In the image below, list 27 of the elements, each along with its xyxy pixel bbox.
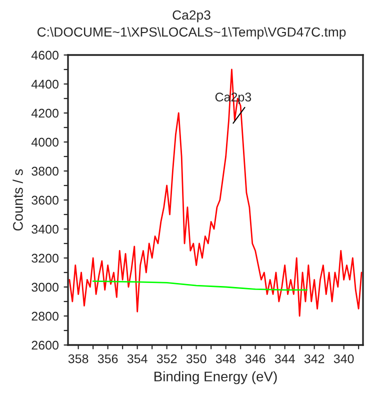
chart-title: Ca2p3 — [172, 10, 210, 22]
x-tick-label: 348 — [216, 354, 236, 364]
x-tick-label: 356 — [98, 354, 118, 364]
line-series — [68, 68, 362, 317]
y-tick-label: 4000 — [31, 138, 58, 147]
x-tick-label: 344 — [274, 354, 295, 364]
x-tick-label: 358 — [68, 354, 88, 364]
y-tick-label: 3800 — [32, 166, 58, 176]
x-axis-title: Binding Energy (eV) — [154, 371, 277, 384]
y-tick-label: 4400 — [31, 80, 58, 89]
x-tick-label: 346 — [245, 354, 266, 364]
y-tick-label: 2600 — [32, 340, 58, 350]
x-tick-label: 350 — [186, 354, 206, 364]
line-series — [92, 280, 308, 291]
x-tick-label: 342 — [304, 354, 324, 364]
chart-subtitle: C:\DOCUME~1\XPS\LOCALS~1\Temp\VGD47C.tmp — [37, 27, 346, 40]
x-tick-label: 340 — [334, 354, 354, 364]
y-tick-label: 2800 — [32, 312, 58, 321]
y-tick-label: 3400 — [32, 224, 58, 234]
y-tick-label: 4600 — [31, 50, 58, 60]
y-tick-label: 3200 — [32, 254, 58, 263]
y-tick-label: 4200 — [31, 108, 58, 118]
y-axis-title: Counts / s — [12, 169, 23, 231]
y-tick-label: 3000 — [32, 282, 58, 292]
x-tick-label: 352 — [156, 354, 177, 364]
x-tick-label: 354 — [127, 354, 148, 364]
y-tick-label: 3600 — [32, 196, 58, 205]
